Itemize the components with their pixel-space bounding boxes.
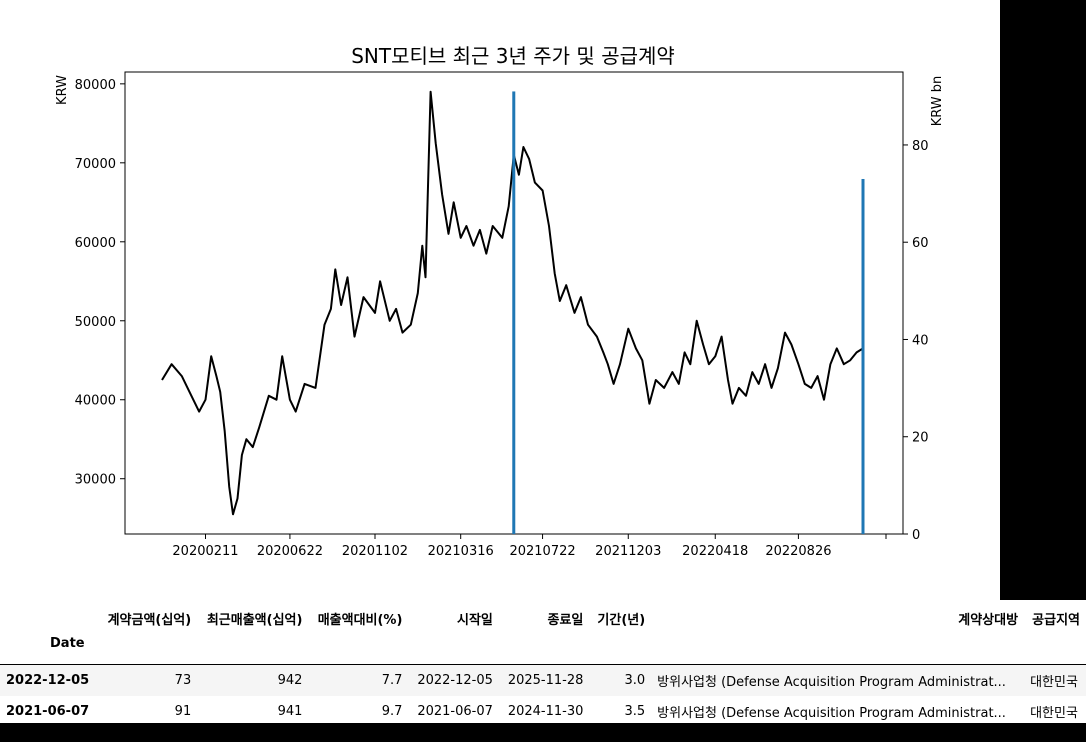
column-header: 최근매출액(십억) (206, 612, 303, 628)
table-cell: 9.7 (381, 704, 403, 719)
y2-tick-label: 0 (912, 528, 920, 543)
y-tick-label: 80000 (75, 78, 116, 93)
y2-tick-label: 60 (912, 236, 929, 251)
column-header: 시작일 (457, 612, 493, 628)
y2-tick-label: 40 (912, 333, 929, 348)
row-date: 2021-06-07 (6, 704, 90, 719)
y-tick-label: 70000 (75, 157, 116, 172)
y-tick-label: 50000 (75, 315, 116, 330)
table-cell: 2025-11-28 (507, 673, 584, 688)
table-row: 2022-12-05 73 942 7.7 2022-12-05 2025-11… (0, 664, 1086, 696)
x-tick-label: 20201102 (342, 544, 408, 559)
contract-table-panel: 계약금액(십억) 최근매출액(십억) 매출액대비(%) 시작일 종료일 기간(년… (0, 600, 1086, 723)
y-axis-label: KRW (55, 75, 70, 105)
x-tick-label: 20200211 (172, 544, 238, 559)
table-cell: 942 (277, 673, 303, 688)
column-header: 종료일 (547, 612, 584, 628)
x-tick-label: 20211203 (595, 544, 661, 559)
index-header-blank (0, 600, 98, 636)
contract-bar (861, 178, 865, 534)
table-header-row: 계약금액(십억) 최근매출액(십억) 매출액대비(%) 시작일 종료일 기간(년… (0, 600, 1086, 636)
index-header: Date (0, 636, 99, 665)
table-cell: 941 (277, 704, 303, 719)
x-tick-label: 20220826 (765, 544, 831, 559)
y2-axis-label: KRW bn (930, 76, 945, 127)
table-cell: 3.5 (624, 704, 646, 719)
y-tick-label: 60000 (75, 236, 116, 251)
price-contract-chart: SNT모티브 최근 3년 주가 및 공급계약 KRW KRW bn 30000 4… (55, 44, 945, 559)
table-cell: 대한민국 (1030, 706, 1078, 721)
column-header: 기간(년) (597, 612, 646, 628)
table-cell: 73 (174, 673, 192, 688)
table-index-header-row: Date (0, 636, 1086, 665)
x-tick-label: 20210722 (509, 544, 575, 559)
x-tick-label: 20220418 (682, 544, 748, 559)
table-cell: 2024-11-30 (507, 704, 584, 719)
x-tick-label: 20200622 (257, 544, 323, 559)
contract-table: 계약금액(십억) 최근매출액(십억) 매출액대비(%) 시작일 종료일 기간(년… (0, 600, 1086, 727)
table-cell: 7.7 (381, 673, 403, 688)
column-header: 매출액대비(%) (317, 612, 403, 628)
column-header: 공급지역 (1032, 612, 1080, 628)
y2-tick-label: 80 (912, 139, 929, 154)
price-line (161, 90, 864, 516)
table-row: 2021-06-07 91 941 9.7 2021-06-07 2024-11… (0, 696, 1086, 727)
table-cell: 방위사업청 (Defense Acquisition Program Admin… (657, 706, 1006, 721)
x-tick-label: 20210316 (428, 544, 494, 559)
table-cell: 2022-12-05 (417, 673, 493, 688)
y-tick-label: 30000 (75, 473, 116, 488)
column-header: 계약금액(십억) (107, 612, 192, 628)
table-cell: 방위사업청 (Defense Acquisition Program Admin… (657, 675, 1006, 690)
y-tick-label: 40000 (75, 394, 116, 409)
chart-title: SNT모티브 최근 3년 주가 및 공급계약 (351, 44, 675, 68)
table-cell: 3.0 (624, 673, 646, 688)
row-date: 2022-12-05 (6, 673, 90, 688)
chart-panel: SNT모티브 최근 3년 주가 및 공급계약 KRW KRW bn 30000 4… (0, 0, 1000, 600)
column-header: 계약상대방 (958, 612, 1019, 628)
contract-bar (512, 91, 516, 534)
y2-tick-label: 20 (912, 431, 929, 446)
table-cell: 2021-06-07 (417, 704, 493, 719)
table-cell: 대한민국 (1030, 675, 1078, 690)
table-cell: 91 (174, 704, 192, 719)
